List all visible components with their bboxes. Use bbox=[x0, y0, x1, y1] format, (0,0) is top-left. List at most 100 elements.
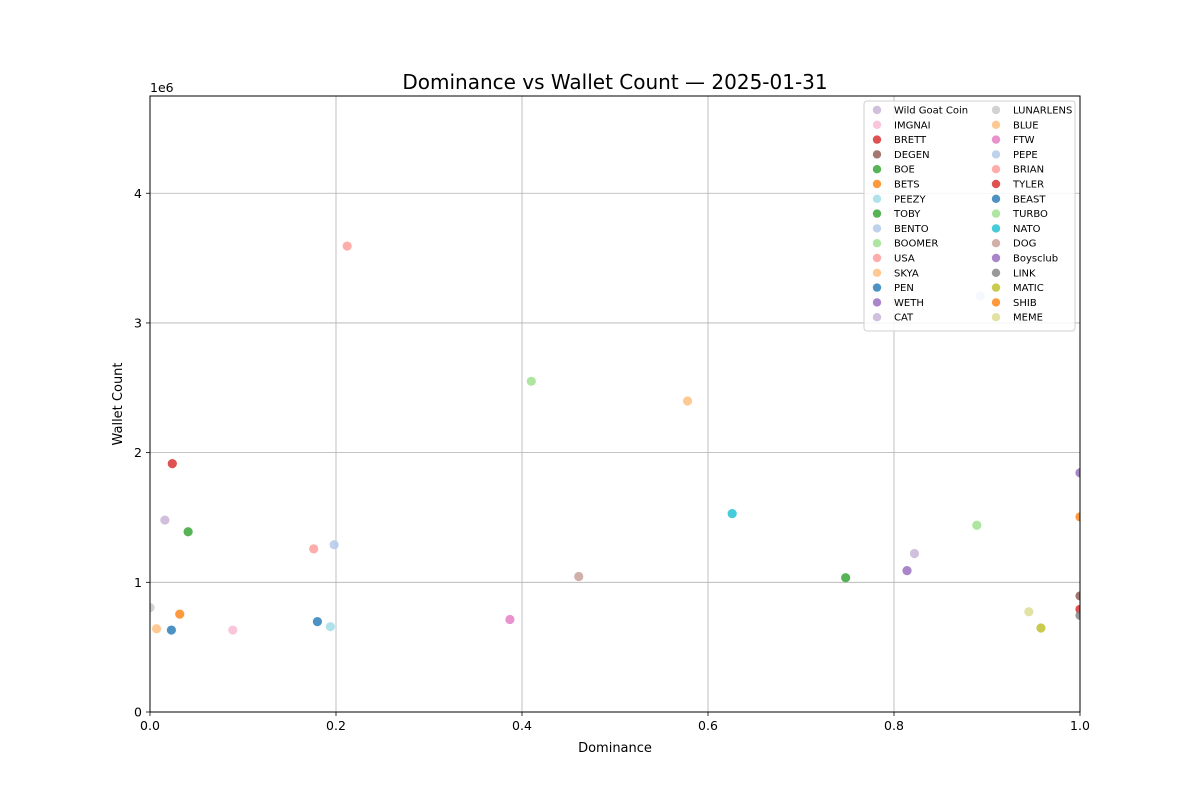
legend-label: BRIAN bbox=[1013, 165, 1044, 176]
legend-label: BLUE bbox=[1013, 120, 1039, 131]
legend-marker bbox=[872, 165, 882, 174]
data-point-degen bbox=[1075, 591, 1080, 601]
x-tick-label: 0.4 bbox=[512, 718, 532, 733]
legend-label: BETS bbox=[894, 180, 920, 191]
data-point-turbo bbox=[526, 376, 536, 386]
legend-label: USA bbox=[894, 254, 915, 265]
legend-label: TURBO bbox=[1012, 209, 1048, 220]
data-point-dog bbox=[574, 571, 584, 582]
legend-marker bbox=[991, 239, 1001, 248]
legend-label: SKYA bbox=[894, 268, 919, 279]
data-point-pen bbox=[166, 625, 176, 635]
data-point-meme bbox=[1024, 607, 1034, 617]
legend-marker bbox=[872, 239, 882, 248]
legend-label: LUNARLENS bbox=[1013, 106, 1072, 117]
data-point-usa bbox=[309, 544, 319, 554]
legend-label: FTW bbox=[1013, 135, 1035, 146]
legend-label: BRETT bbox=[894, 135, 927, 146]
legend-label: BOE bbox=[894, 165, 915, 176]
legend-label: PEN bbox=[894, 283, 914, 294]
legend-box bbox=[863, 100, 1076, 332]
y-axis-ticks: 0 1 2 3 4 bbox=[134, 186, 150, 720]
data-point-nato bbox=[727, 508, 737, 519]
data-point-wild-goat-coin bbox=[160, 515, 170, 525]
legend-label: NATO bbox=[1013, 224, 1041, 235]
x-tick-label: 0.8 bbox=[884, 718, 904, 733]
legend-label: DOG bbox=[1013, 239, 1036, 250]
legend-label: IMGNAI bbox=[894, 120, 931, 131]
legend: Wild Goat Coin IMGNAI BRETT DEGEN BOE BETS PEE… bbox=[863, 100, 1076, 332]
y-tick-label: 1 bbox=[134, 575, 142, 590]
legend-label: BEAST bbox=[1013, 194, 1046, 205]
legend-marker bbox=[872, 179, 882, 189]
data-point-cat bbox=[909, 548, 920, 559]
legend-marker bbox=[991, 283, 1001, 292]
legend-marker bbox=[991, 209, 1001, 218]
data-point-lunarlens bbox=[150, 603, 155, 613]
data-point-bento bbox=[329, 540, 339, 550]
legend-marker bbox=[991, 313, 1001, 322]
data-point-blue bbox=[682, 396, 693, 406]
legend-label: Wild Goat Coin bbox=[894, 106, 968, 117]
legend-marker bbox=[991, 179, 1001, 189]
data-point-brian bbox=[342, 241, 352, 251]
legend-marker bbox=[872, 253, 882, 263]
legend-label: BENTO bbox=[894, 224, 929, 235]
data-point-skya bbox=[151, 624, 162, 634]
legend-label: MEME bbox=[1013, 313, 1043, 324]
legend-label: Boysclub bbox=[1013, 254, 1058, 265]
x-axis-ticks: 0.0 0.2 0.4 0.6 0.8 1.0 bbox=[140, 712, 1090, 733]
legend-marker bbox=[872, 120, 882, 129]
legend-label: DEGEN bbox=[894, 150, 930, 161]
y-tick-label: 3 bbox=[134, 315, 142, 330]
y-tick-label: 2 bbox=[134, 445, 142, 460]
legend-marker bbox=[991, 135, 1001, 144]
data-point-weth bbox=[902, 566, 912, 576]
legend-label: BOOMER bbox=[894, 239, 938, 250]
legend-marker bbox=[872, 268, 882, 277]
data-point-boysclub bbox=[1075, 468, 1080, 478]
y-axis-offset-label: 1e6 bbox=[150, 80, 174, 95]
x-tick-label: 0.6 bbox=[698, 718, 718, 733]
y-tick-label: 4 bbox=[134, 186, 142, 201]
legend-marker bbox=[872, 298, 882, 307]
legend-marker bbox=[872, 313, 882, 322]
legend-label: PEEZY bbox=[894, 194, 927, 205]
data-point-link bbox=[1075, 610, 1080, 620]
legend-marker bbox=[872, 209, 882, 218]
legend-marker bbox=[872, 224, 882, 233]
legend-marker bbox=[991, 105, 1001, 115]
data-point-peezy bbox=[325, 622, 336, 632]
data-point-matic bbox=[1036, 623, 1046, 633]
data-point-boomer bbox=[972, 520, 982, 530]
data-point-bets bbox=[175, 609, 185, 619]
legend-marker bbox=[991, 253, 1001, 263]
legend-label: WETH bbox=[894, 298, 924, 309]
data-point-ftw bbox=[505, 614, 515, 625]
legend-label: PEPE bbox=[1013, 150, 1038, 161]
legend-label: SHIB bbox=[1013, 298, 1037, 309]
legend-label: TOBY bbox=[893, 209, 921, 220]
legend-marker bbox=[991, 194, 1001, 203]
legend-marker bbox=[991, 298, 1001, 307]
y-tick-label: 0 bbox=[134, 705, 142, 720]
x-tick-label: 0.0 bbox=[140, 718, 160, 733]
legend-marker bbox=[872, 105, 882, 115]
legend-marker bbox=[991, 268, 1001, 277]
legend-marker bbox=[991, 120, 1001, 129]
legend-marker bbox=[872, 135, 882, 144]
legend-label: TYLER bbox=[1012, 180, 1044, 191]
axes-frame bbox=[149, 95, 1081, 713]
x-tick-label: 0.2 bbox=[326, 718, 346, 733]
y-axis-label: Wallet Count bbox=[111, 362, 126, 445]
legend-marker bbox=[872, 150, 882, 159]
chart-title: Dominance vs Wallet Count — 2025-01-31 bbox=[402, 70, 827, 94]
data-point-boe bbox=[841, 573, 851, 583]
data-point-beast bbox=[312, 617, 322, 627]
legend-label: LINK bbox=[1013, 268, 1036, 279]
legend-marker bbox=[872, 283, 882, 292]
data-point-imgnai bbox=[228, 625, 238, 635]
legend-marker bbox=[872, 194, 882, 203]
data-point-tyler bbox=[167, 459, 177, 469]
